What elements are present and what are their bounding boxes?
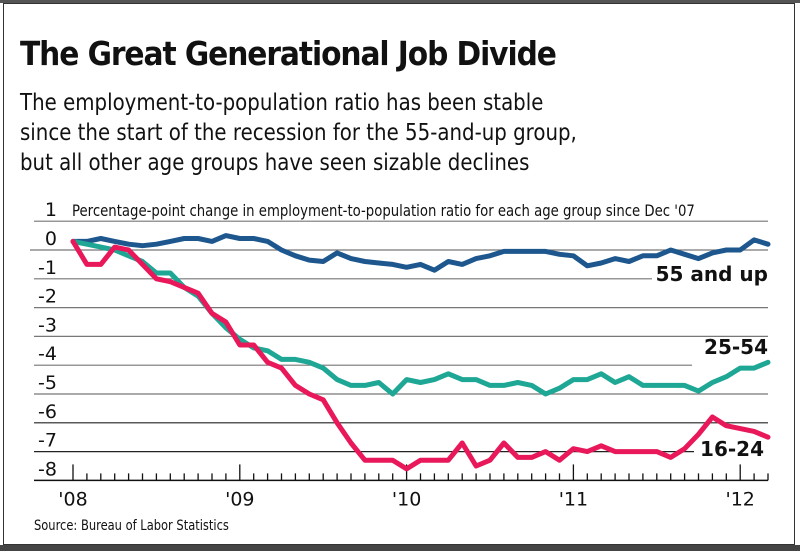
x-tick-label: '10	[392, 488, 421, 510]
x-tick-label: '11	[559, 488, 588, 510]
y-tick-label: 0	[45, 228, 57, 250]
y-tick-label: -2	[38, 286, 57, 308]
source-note: Source: Bureau of Labor Statistics	[34, 518, 229, 534]
y-tick-label: -7	[38, 430, 57, 452]
y-tick-label: -4	[38, 343, 57, 365]
series-line-55-and-up	[70, 233, 771, 273]
y-tick-label: -6	[38, 401, 57, 423]
series-labels: 55 and up 25-54 16-24	[656, 262, 768, 461]
y-axis-title: Percentage-point change in employment-to…	[72, 202, 695, 220]
series-line-16-24	[70, 238, 771, 472]
subtitle-line: but all other age groups have seen sizab…	[20, 150, 530, 176]
subtitle-line: since the start of the recession for the…	[20, 120, 577, 146]
x-tick-label: '08	[58, 488, 87, 510]
y-tick-label: 1	[45, 199, 57, 221]
y-tick-label: -1	[38, 257, 57, 279]
y-tick-label: -8	[38, 458, 57, 480]
y-tick-label: -3	[38, 314, 57, 336]
subtitle-line: The employment-to-population ratio has b…	[20, 90, 544, 116]
series-label: 55 and up	[656, 262, 768, 286]
chart-frame	[3, 3, 795, 545]
x-axis: '08 '09 '10 '11 '12	[58, 464, 769, 510]
series-lines	[70, 233, 771, 472]
series-label: 25-54	[704, 335, 768, 359]
bottom-border	[0, 545, 800, 551]
y-axis-labels: 1 0 -1 -2 -3 -4 -5 -6 -7 -8	[38, 199, 57, 480]
x-tick-label: '12	[725, 488, 754, 510]
top-border	[0, 0, 800, 3]
chart-subtitle: The employment-to-population ratio has b…	[20, 88, 708, 178]
chart-title: The Great Generational Job Divide	[20, 34, 557, 73]
y-tick-label: -5	[38, 372, 57, 394]
series-label: 16-24	[700, 437, 764, 461]
x-tick-label: '09	[225, 488, 254, 510]
